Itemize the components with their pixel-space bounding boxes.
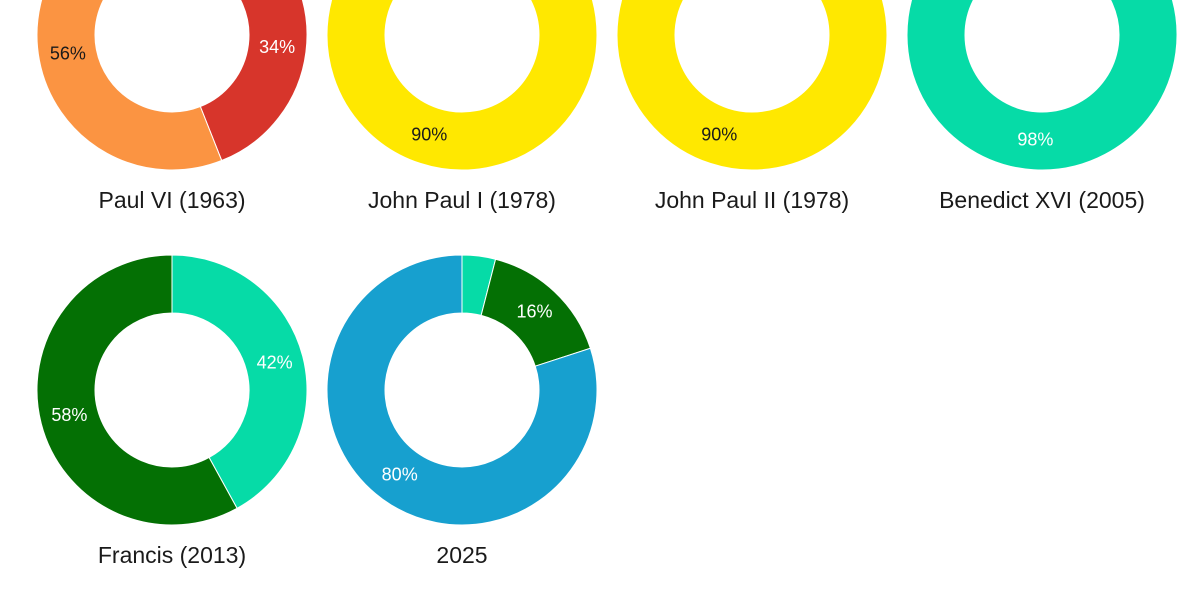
donut-segment [616, 0, 888, 171]
donut-segment [906, 0, 1178, 171]
donut-segment [171, 254, 308, 509]
value-label: 58% [51, 405, 87, 425]
donut-segment [326, 254, 598, 526]
value-label: 90% [701, 125, 737, 145]
value-label: 98% [1017, 130, 1053, 150]
chart-title: John Paul II (1978) [655, 187, 849, 213]
donut-segment [199, 0, 308, 162]
chart-title: Francis (2013) [98, 542, 246, 568]
chart-title: Benedict XVI (2005) [939, 187, 1145, 213]
donut-segment [36, 254, 238, 526]
value-label: 56% [50, 44, 86, 64]
value-label: 34% [259, 37, 295, 57]
value-label: 90% [411, 125, 447, 145]
chart-title: 2025 [436, 542, 487, 568]
chart-title: Paul VI (1963) [98, 187, 245, 213]
value-label: 42% [257, 352, 293, 372]
value-label: 16% [517, 301, 553, 321]
donut-segment [36, 0, 223, 171]
chart-title: John Paul I (1978) [368, 187, 556, 213]
donut-segment [326, 0, 598, 171]
value-label: 80% [382, 465, 418, 485]
